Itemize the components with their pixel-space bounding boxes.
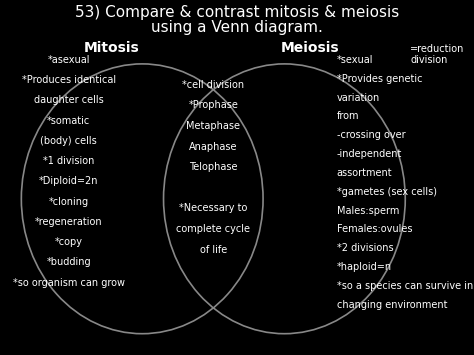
Text: 53) Compare & contrast mitosis & meiosis: 53) Compare & contrast mitosis & meiosis bbox=[75, 5, 399, 20]
Text: changing environment: changing environment bbox=[337, 300, 447, 310]
Text: *Necessary to: *Necessary to bbox=[179, 203, 247, 213]
Text: *so organism can grow: *so organism can grow bbox=[13, 278, 125, 288]
Text: *sexual: *sexual bbox=[337, 55, 373, 65]
Text: =reduction: =reduction bbox=[410, 44, 465, 54]
Text: *cloning: *cloning bbox=[49, 197, 89, 207]
Text: Meiosis: Meiosis bbox=[281, 41, 340, 55]
Text: complete cycle: complete cycle bbox=[176, 224, 250, 234]
Text: daughter cells: daughter cells bbox=[34, 95, 104, 105]
Text: of life: of life bbox=[200, 245, 227, 255]
Text: *so a species can survive in: *so a species can survive in bbox=[337, 281, 473, 291]
Text: from: from bbox=[337, 111, 359, 121]
Text: *budding: *budding bbox=[46, 257, 91, 267]
Text: Telophase: Telophase bbox=[189, 162, 237, 172]
Text: *gametes (sex cells): *gametes (sex cells) bbox=[337, 187, 437, 197]
Text: *cell division: *cell division bbox=[182, 80, 245, 90]
Text: Metaphase: Metaphase bbox=[186, 121, 240, 131]
Text: *1 division: *1 division bbox=[43, 156, 94, 166]
Text: Females:ovules: Females:ovules bbox=[337, 224, 412, 234]
Text: division: division bbox=[410, 55, 447, 65]
Text: (body) cells: (body) cells bbox=[40, 136, 97, 146]
Text: Mitosis: Mitosis bbox=[83, 41, 139, 55]
Text: -independent: -independent bbox=[337, 149, 402, 159]
Text: -crossing over: -crossing over bbox=[337, 130, 405, 140]
Text: variation: variation bbox=[337, 93, 380, 103]
Text: Males:sperm: Males:sperm bbox=[337, 206, 399, 215]
Text: Anaphase: Anaphase bbox=[189, 142, 237, 152]
Text: *Diploid=2n: *Diploid=2n bbox=[39, 176, 99, 186]
Text: *haploid=n: *haploid=n bbox=[337, 262, 392, 272]
Text: *regeneration: *regeneration bbox=[35, 217, 102, 227]
Text: using a Venn diagram.: using a Venn diagram. bbox=[151, 20, 323, 34]
Text: *asexual: *asexual bbox=[47, 55, 90, 65]
Text: *Provides genetic: *Provides genetic bbox=[337, 74, 422, 84]
Text: *copy: *copy bbox=[55, 237, 83, 247]
Text: *Prophase: *Prophase bbox=[188, 100, 238, 110]
Text: *2 divisions: *2 divisions bbox=[337, 243, 393, 253]
Text: *somatic: *somatic bbox=[47, 116, 91, 126]
Text: assortment: assortment bbox=[337, 168, 392, 178]
Text: *Produces identical: *Produces identical bbox=[22, 75, 116, 85]
